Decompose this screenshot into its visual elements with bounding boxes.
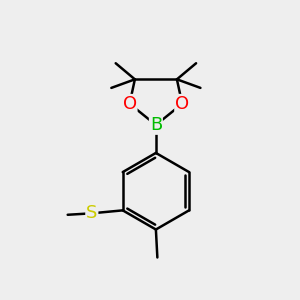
Text: O: O	[175, 95, 189, 113]
Text: S: S	[86, 204, 98, 222]
Text: O: O	[122, 95, 137, 113]
Text: B: B	[150, 116, 162, 134]
